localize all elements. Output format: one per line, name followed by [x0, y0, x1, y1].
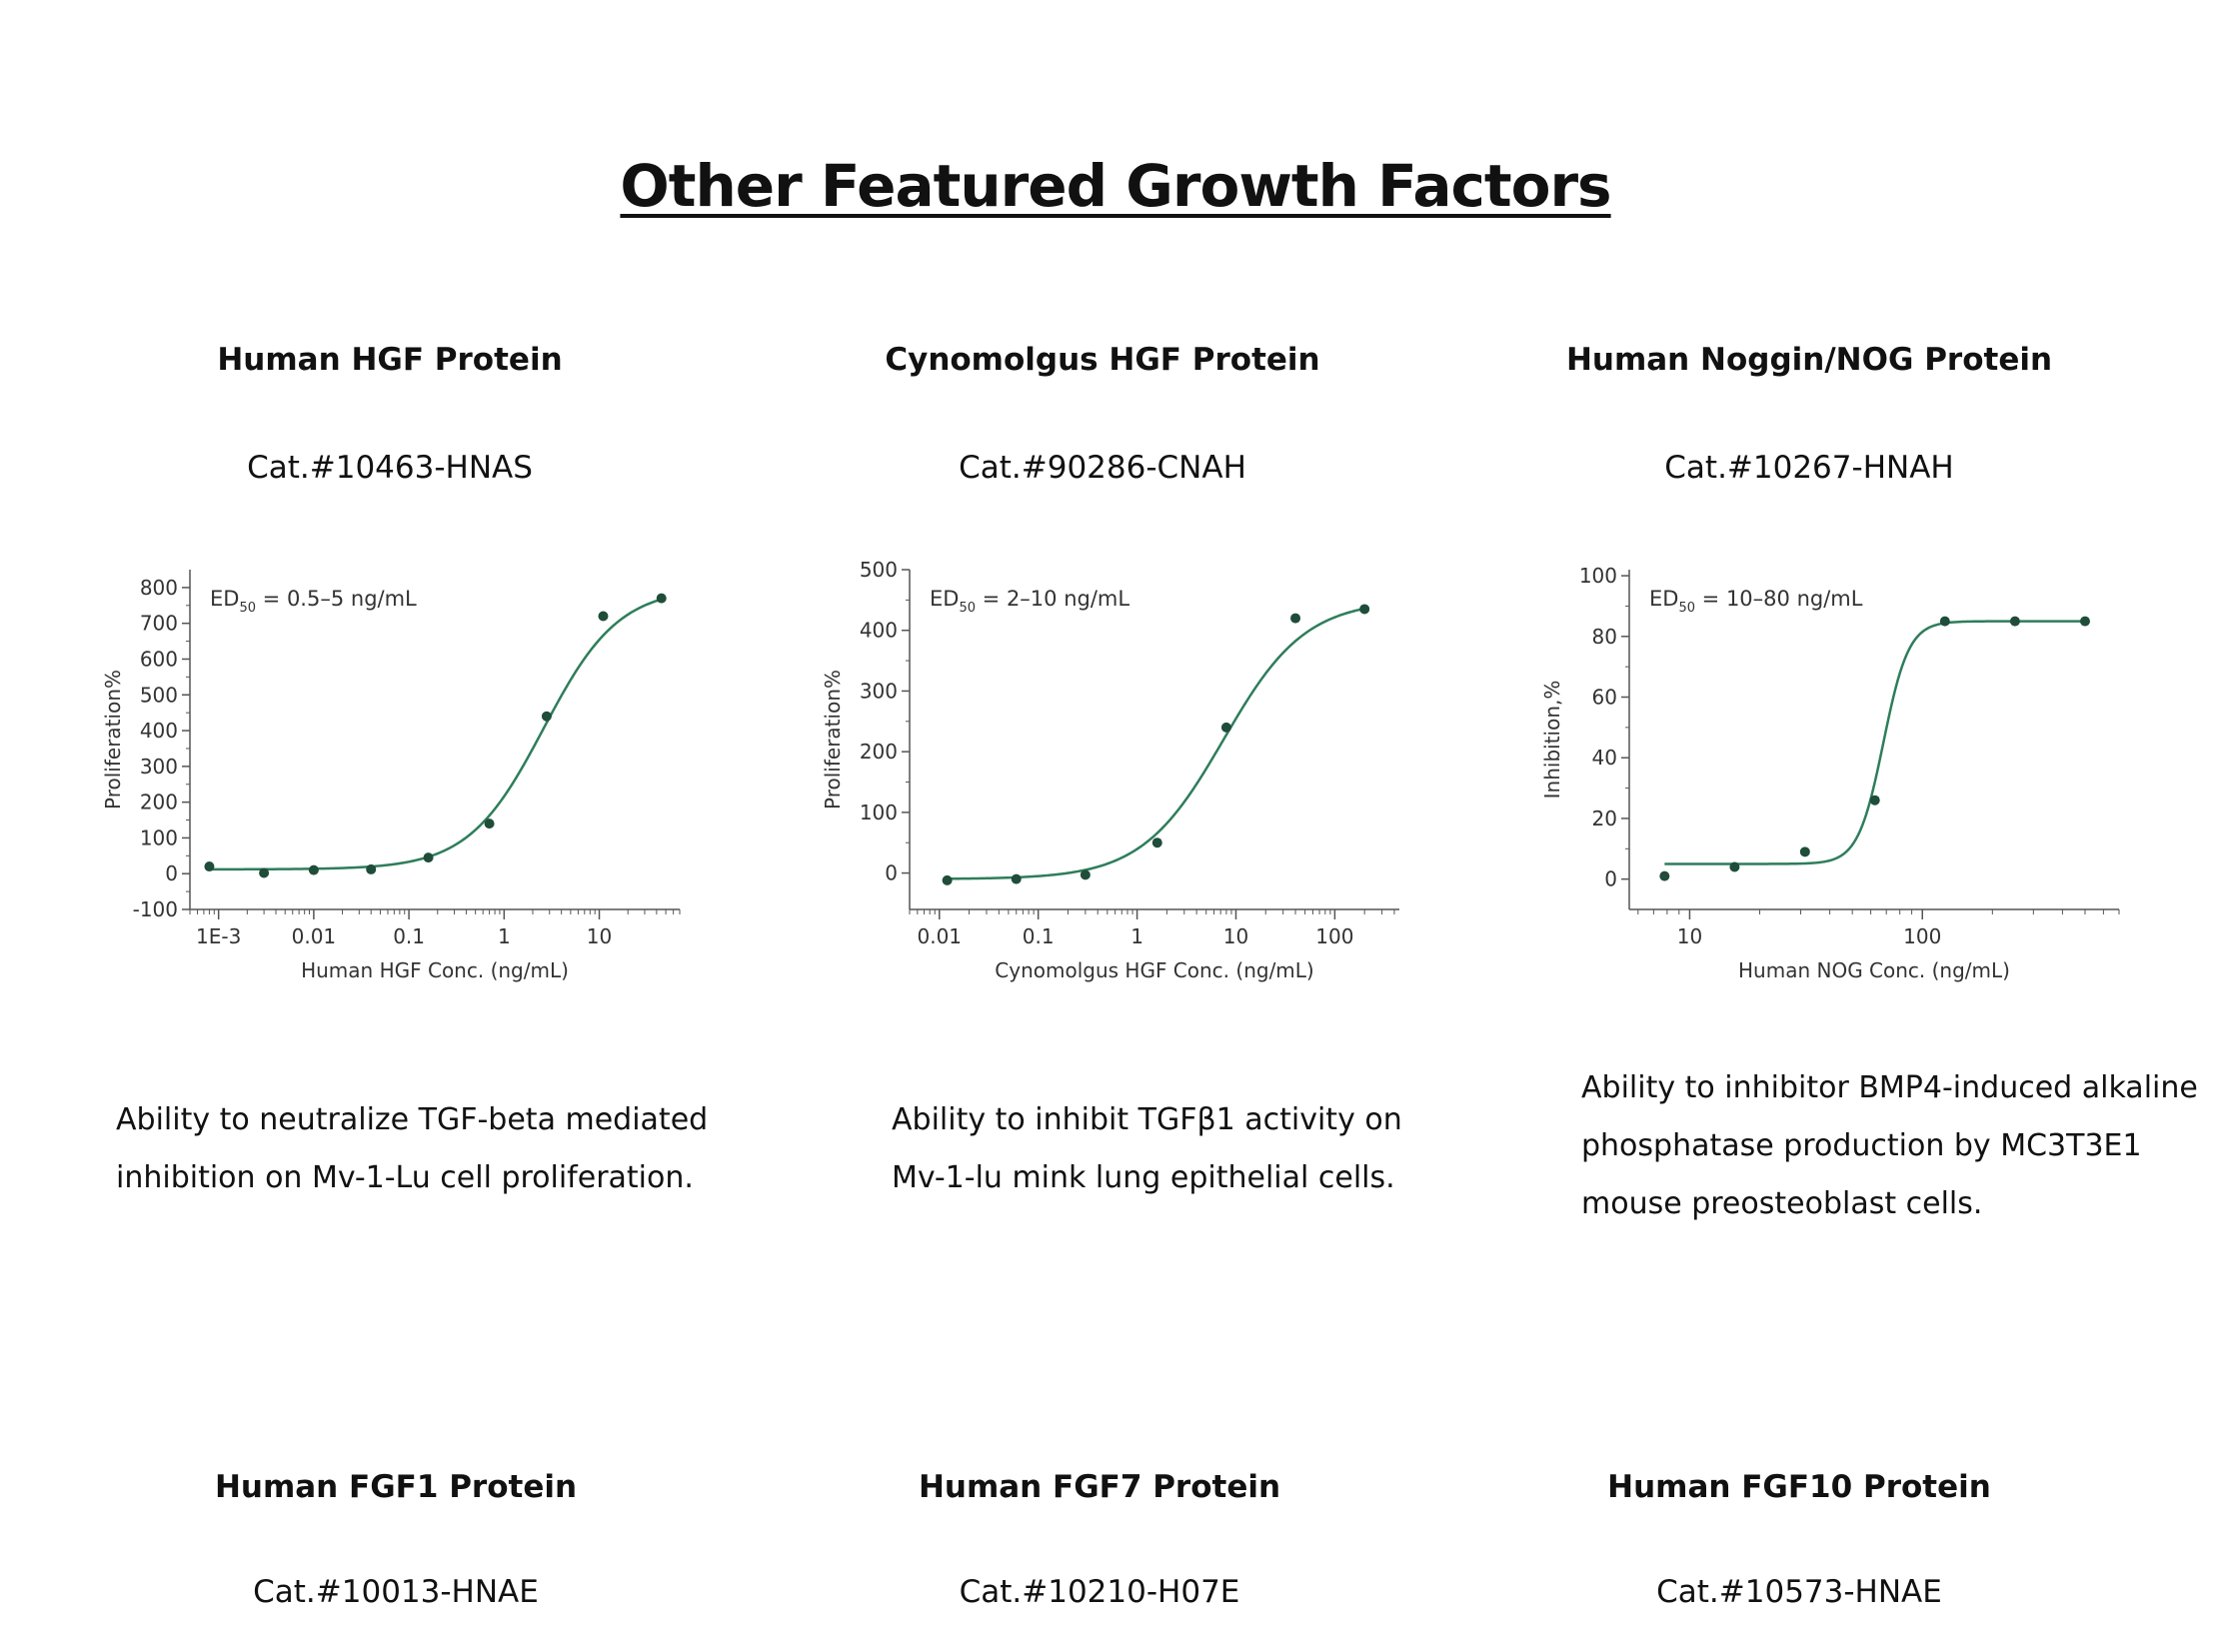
description-noggin: Ability to inhibitor BMP4-induced alkali… [1581, 1070, 2198, 1221]
data-point [1220, 722, 1231, 733]
description-cyno-hgf: Ability to inhibit TGFβ1 activity on Mv-… [892, 1102, 1402, 1195]
y-tick-label: 600 [140, 647, 178, 671]
x-tick-label: 1 [498, 924, 511, 948]
x-tick-label: 10 [1677, 924, 1702, 948]
chart-hgf: -100 0 100 200 300 400 500 600 700 800 1E-3 0.01 0.1… [100, 555, 700, 1018]
chart-hgf-svg: -100 0 100 200 300 400 500 600 700 800 1E-3 0.01 0.1… [101, 570, 681, 982]
fit-curve [1664, 620, 2085, 865]
y-axis-label: Proliferation% [101, 670, 125, 810]
chart-cyno-hgf: 0 100 200 300 400 500 0.01 0.1 1 10 100 Cynomolgus … [820, 555, 1419, 1018]
x-tick-label: 0.01 [918, 924, 963, 948]
product-name-fgf1: Human FGF1 Protein [214, 1469, 578, 1505]
x-axis-label: Cynomolgus HGF Conc. (ng/mL) [995, 958, 1313, 982]
data-point [1869, 795, 1880, 806]
product-name-noggin: Human Noggin/NOG Protein [1565, 342, 2053, 378]
chart-noggin: 0 20 40 60 80 100 10 100 Human NOG Conc. (ng/mL)… [1539, 555, 2139, 1018]
x-tick-label: 1E-3 [196, 924, 241, 948]
cat-number-fgf1: Cat.#10013-HNAE [253, 1574, 539, 1610]
data-point [541, 711, 552, 722]
y-tick-label: 80 [1592, 625, 1617, 649]
product-name-fgf10: Human FGF10 Protein [1607, 1469, 1991, 1505]
fit-curve [209, 598, 663, 871]
x-tick-label: 0.1 [393, 924, 425, 948]
x-axis-label: Human HGF Conc. (ng/mL) [301, 958, 569, 982]
y-tick-label: 300 [140, 755, 178, 779]
data-point [423, 852, 434, 863]
data-point [1011, 873, 1022, 884]
data-point [1939, 616, 1950, 627]
y-tick-label: 400 [860, 619, 898, 643]
x-tick-label: 100 [1903, 924, 1941, 948]
data-point [1290, 613, 1301, 624]
cat-number-fgf7: Cat.#10210-H07E [959, 1574, 1240, 1610]
x-tick-label: 10 [1223, 924, 1248, 948]
cat-number-hgf: Cat.#10463-HNAS [247, 450, 533, 486]
data-point [598, 611, 609, 622]
x-tick-label: 100 [1315, 924, 1353, 948]
y-tick-label: 700 [140, 612, 178, 636]
y-tick-label: 500 [140, 683, 178, 707]
y-axis-label: Proliferation% [821, 670, 845, 810]
data-point [942, 874, 953, 885]
y-tick-label: 100 [1579, 564, 1617, 588]
data-point [1151, 837, 1162, 848]
data-point [656, 593, 667, 604]
cat-number-fgf10: Cat.#10573-HNAE [1656, 1574, 1942, 1610]
product-name-hgf: Human HGF Protein [217, 342, 563, 378]
x-tick-label: 0.01 [292, 924, 337, 948]
x-axis-label: Human NOG Conc. (ng/mL) [1738, 958, 2010, 982]
ed50-annotation: ED50 = 0.5–5 ng/mL [210, 587, 417, 616]
x-tick-label: 0.1 [1023, 924, 1055, 948]
y-tick-label: 0 [885, 861, 898, 885]
data-point [366, 863, 377, 874]
data-point [1729, 861, 1740, 872]
cat-number-cyno-hgf: Cat.#90286-CNAH [959, 450, 1246, 486]
data-point [1359, 604, 1370, 615]
y-tick-label: -100 [133, 897, 178, 921]
ed50-annotation: ED50 = 10–80 ng/mL [1649, 587, 1863, 616]
y-tick-label: 200 [860, 740, 898, 764]
product-name-fgf7: Human FGF7 Protein [918, 1469, 1281, 1505]
y-tick-label: 60 [1592, 686, 1617, 710]
y-axis-label: Inhibition,% [1540, 681, 1564, 800]
y-tick-label: 100 [860, 801, 898, 825]
data-point [2079, 616, 2090, 627]
ed50-annotation: ED50 = 2–10 ng/mL [930, 587, 1129, 616]
data-point [2009, 616, 2020, 627]
product-name-cyno-hgf: Cynomolgus HGF Protein [885, 342, 1320, 378]
data-point [1659, 870, 1670, 881]
data-point [484, 819, 495, 829]
data-point [259, 867, 270, 878]
description-hgf: Ability to neutralize TGF-beta mediated … [116, 1102, 709, 1195]
cat-number-noggin: Cat.#10267-HNAH [1664, 450, 1954, 486]
data-point [308, 864, 319, 875]
data-point [1799, 846, 1810, 857]
y-tick-label: 500 [860, 558, 898, 582]
data-point [204, 861, 215, 872]
page-title: Other Featured Growth Factors [620, 152, 1611, 220]
y-tick-label: 0 [165, 861, 178, 885]
y-tick-label: 0 [1604, 867, 1617, 891]
chart-noggin-svg: 0 20 40 60 80 100 10 100 Human NOG Conc. (ng/mL)… [1540, 564, 2120, 982]
y-tick-label: 200 [140, 791, 178, 815]
y-tick-label: 40 [1592, 746, 1617, 770]
x-tick-label: 10 [587, 924, 612, 948]
y-tick-label: 300 [860, 679, 898, 703]
data-point [1080, 869, 1091, 880]
y-tick-label: 800 [140, 576, 178, 600]
y-tick-label: 100 [140, 826, 178, 849]
x-tick-label: 1 [1130, 924, 1143, 948]
y-tick-label: 20 [1592, 807, 1617, 830]
y-tick-label: 400 [140, 719, 178, 743]
